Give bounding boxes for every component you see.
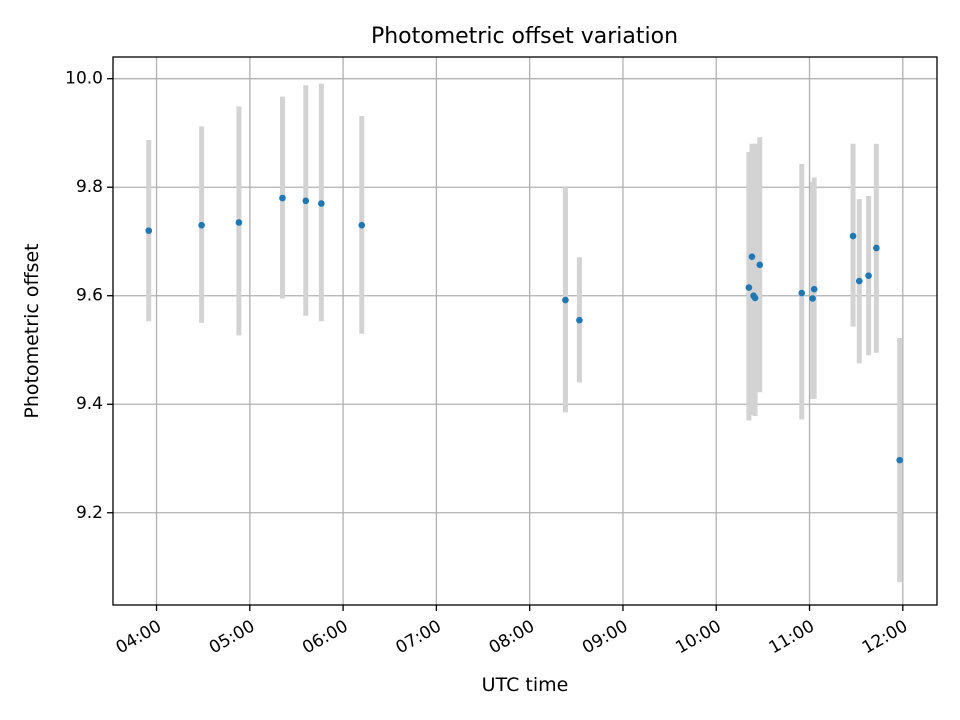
data-point: [302, 197, 310, 205]
x-axis-label: UTC time: [482, 674, 569, 696]
data-point: [751, 294, 759, 302]
y-tick-label: 10.0: [65, 69, 103, 89]
data-point: [279, 194, 286, 202]
data-point: [358, 221, 366, 229]
data-point: [865, 272, 872, 279]
data-point: [318, 200, 325, 207]
grid: [113, 57, 937, 605]
y-tick-label: 9.6: [76, 286, 103, 306]
data-point: [756, 261, 764, 269]
chart-title: Photometric offset variation: [371, 24, 678, 49]
data-point: [810, 285, 818, 293]
data-point: [198, 221, 205, 229]
y-axis: 9.2 9.4 9.6 9.8 10.0: [65, 69, 113, 523]
data-point: [235, 219, 243, 226]
data-point: [873, 244, 880, 252]
data-point: [748, 253, 756, 260]
data-points: [145, 194, 903, 464]
data-point: [145, 227, 153, 234]
plot-area: 04:00 05:00 06:00 07:00 08:00 09:00 10:00 11:00…: [65, 56, 938, 658]
data-point: [576, 316, 583, 324]
y-tick-label: 9.4: [76, 394, 103, 414]
y-axis-label: Photometric offset: [21, 243, 43, 418]
plot-frame: [112, 56, 938, 606]
y-tick-label: 9.2: [76, 503, 103, 523]
data-point: [855, 277, 863, 285]
data-point: [798, 289, 806, 297]
data-point: [849, 232, 857, 240]
data-point: [745, 284, 753, 291]
data-point: [562, 296, 569, 304]
data-point: [896, 456, 903, 464]
y-tick-label: 9.8: [76, 177, 103, 197]
data-point: [809, 295, 816, 302]
